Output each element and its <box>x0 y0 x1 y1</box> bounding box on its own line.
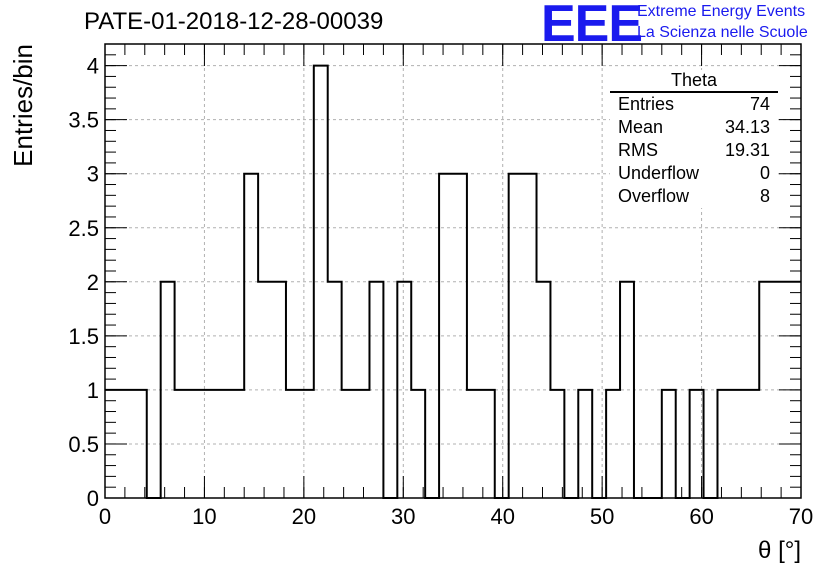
y-axis-label: Entries/bin <box>8 44 38 167</box>
logo-text-line1: Extreme Energy Events <box>637 3 806 20</box>
stats-value: 0 <box>759 163 770 183</box>
y-tick-label: 4 <box>87 54 99 79</box>
histogram-outline <box>105 64 801 499</box>
stats-value: 74 <box>749 94 770 114</box>
x-axis-label: θ [°] <box>758 537 801 564</box>
histogram-bin <box>481 390 495 498</box>
stats-label: Mean <box>618 117 664 137</box>
y-tick-label: 0 <box>87 486 99 511</box>
stats-label: Overflow <box>618 186 690 206</box>
chart-title: PATE-01-2018-12-28-00039 <box>84 8 384 35</box>
stats-title: Theta <box>610 70 778 93</box>
eee-logo: EEE <box>541 0 643 53</box>
x-tick-label: 60 <box>689 504 713 529</box>
stats-row-mean: Mean 34.13 <box>610 116 778 139</box>
stats-value: 19.31 <box>724 140 770 160</box>
y-tick-label: 1 <box>87 378 99 403</box>
stats-value: 34.13 <box>724 117 770 137</box>
plot-frame <box>104 43 802 499</box>
histogram-bin <box>175 390 189 498</box>
stats-row-overflow: Overflow 8 <box>610 185 778 208</box>
stats-row-underflow: Underflow 0 <box>610 162 778 185</box>
histogram-bin <box>133 390 147 498</box>
y-tick-label: 0.5 <box>68 432 99 457</box>
y-tick-label: 1.5 <box>68 324 99 349</box>
x-tick-label: 30 <box>391 504 415 529</box>
stats-label: Underflow <box>618 163 700 183</box>
stats-value: 8 <box>759 186 770 206</box>
histogram-bin <box>216 390 230 498</box>
x-tick-label: 10 <box>192 504 216 529</box>
histogram-bin <box>523 174 537 498</box>
logo-text-line2: La Scienza nelle Scuole <box>637 24 808 41</box>
y-tick-label: 3 <box>87 162 99 187</box>
x-tick-label: 50 <box>590 504 614 529</box>
x-tick-label: 40 <box>490 504 514 529</box>
y-tick-label: 3.5 <box>68 108 99 133</box>
x-tick-label: 0 <box>99 504 111 529</box>
stats-label: RMS <box>618 140 658 160</box>
stats-row-rms: RMS 19.31 <box>610 139 778 162</box>
stats-box: Theta Entries 74 Mean 34.13 RMS 19.31 Un… <box>610 70 778 208</box>
y-tick-label: 2.5 <box>68 216 99 241</box>
stats-row-entries: Entries 74 <box>610 93 778 116</box>
x-tick-label: 20 <box>292 504 316 529</box>
y-tick-label: 2 <box>87 270 99 295</box>
x-tick-label: 70 <box>789 504 813 529</box>
stats-label: Entries <box>618 94 675 114</box>
